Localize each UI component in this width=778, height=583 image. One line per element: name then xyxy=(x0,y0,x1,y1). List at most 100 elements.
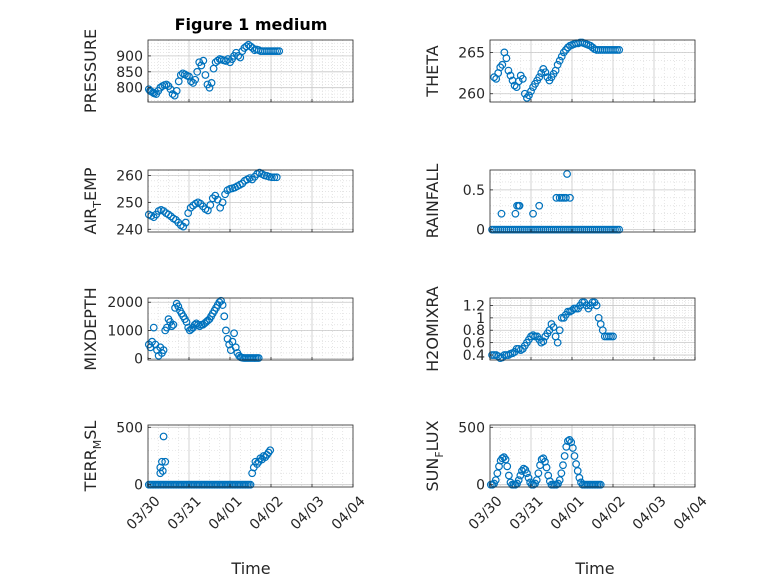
x-tick-label: 04/03 xyxy=(288,493,328,533)
data-point xyxy=(501,455,510,464)
data-point xyxy=(187,77,195,86)
x-tick-label: 03/31 xyxy=(165,493,205,533)
data-point xyxy=(502,54,511,63)
axes-box xyxy=(489,424,696,488)
data-point xyxy=(172,86,181,95)
x-tick-label: 04/04 xyxy=(329,493,369,533)
data-point xyxy=(221,190,229,199)
y-tick-label: 1.2 xyxy=(463,298,485,314)
data-point xyxy=(516,471,525,480)
data-series xyxy=(488,298,617,363)
data-series xyxy=(490,38,624,102)
axes-box xyxy=(489,297,696,361)
data-point xyxy=(493,469,502,478)
data-point xyxy=(615,46,624,54)
data-point xyxy=(525,91,533,100)
data-point xyxy=(542,463,551,472)
data-point xyxy=(564,437,572,445)
y-tick-label: 0.8 xyxy=(463,323,485,339)
axes-box xyxy=(489,169,696,233)
subplot-5: 0 1000 2000 MIXDEPTH xyxy=(81,287,354,371)
data-point xyxy=(275,47,284,56)
data-point xyxy=(529,209,537,218)
data-point xyxy=(162,323,171,332)
data-point xyxy=(186,203,195,212)
data-point xyxy=(527,87,535,96)
data-point xyxy=(592,301,601,310)
y-tick-label: 250 xyxy=(116,195,143,211)
data-point xyxy=(504,66,513,75)
x-tick-label: 04/04 xyxy=(671,493,711,533)
data-point xyxy=(535,201,544,210)
subplot-4: 0 0.5 RAINFALL xyxy=(423,164,696,239)
data-point xyxy=(205,83,214,92)
x-tick-label: 04/03 xyxy=(630,493,670,533)
data-point xyxy=(191,75,200,84)
data-point xyxy=(568,444,577,452)
data-point xyxy=(218,198,227,207)
y-tick-label: 0 xyxy=(476,223,485,239)
data-point xyxy=(570,452,579,460)
data-point xyxy=(537,69,546,77)
data-point xyxy=(518,467,526,475)
subplot-2: 260 265 THETA xyxy=(423,38,696,103)
data-point xyxy=(211,191,220,200)
data-point xyxy=(523,469,531,478)
data-point xyxy=(220,312,229,321)
y-axis-label: PRESSURE xyxy=(81,29,100,113)
y-axis-label: THETA xyxy=(423,45,442,97)
data-point xyxy=(491,476,500,485)
data-point xyxy=(555,326,564,335)
data-point xyxy=(573,467,582,475)
data-point xyxy=(197,61,206,70)
data-point xyxy=(228,337,237,346)
x-tick-label: 04/02 xyxy=(589,493,629,533)
y-tick-label: 500 xyxy=(116,420,143,436)
x-tick-label: 04/01 xyxy=(206,493,246,533)
x-tick-label: 04/01 xyxy=(548,493,588,533)
data-point xyxy=(170,91,179,100)
data-point xyxy=(566,193,574,202)
data-point xyxy=(179,222,188,231)
data-point xyxy=(523,93,531,102)
data-point xyxy=(149,323,158,332)
data-point xyxy=(561,46,570,54)
data-point xyxy=(506,71,515,80)
data-point xyxy=(518,74,527,83)
data-point xyxy=(552,193,561,202)
data-point xyxy=(596,480,605,489)
data-point xyxy=(169,320,178,329)
axes-box xyxy=(147,424,354,488)
data-point xyxy=(267,173,276,182)
axes-box xyxy=(147,169,354,233)
data-point xyxy=(230,329,239,338)
data-point xyxy=(159,346,168,355)
data-point xyxy=(560,452,569,460)
x-tick-label: 03/31 xyxy=(507,493,547,533)
y-axis-label: SUNFLUX xyxy=(423,420,446,491)
data-point xyxy=(514,476,523,485)
data-point xyxy=(500,453,508,462)
data-series xyxy=(488,170,624,234)
x-tick-label: 03/30 xyxy=(124,493,164,533)
data-point xyxy=(511,209,520,218)
data-point xyxy=(161,457,170,466)
y-tick-label: 0.4 xyxy=(463,348,485,364)
data-point xyxy=(557,52,566,61)
data-point xyxy=(572,460,580,468)
y-axis-label: RAINFALL xyxy=(423,164,442,239)
subplot-7: 0 500 03/30 03/31 04/01 04/02 04/03 04/04 TERRMS… xyxy=(81,420,369,533)
data-point xyxy=(246,480,255,489)
data-point xyxy=(503,462,512,471)
data-point xyxy=(207,79,216,87)
y-tick-label: 500 xyxy=(458,420,485,436)
data-point xyxy=(272,173,281,182)
data-point xyxy=(615,225,624,234)
data-point xyxy=(234,52,243,60)
data-point xyxy=(559,48,568,57)
data-point xyxy=(206,201,215,209)
data-point xyxy=(218,301,227,309)
x-axis-label-right: Time xyxy=(574,559,614,578)
